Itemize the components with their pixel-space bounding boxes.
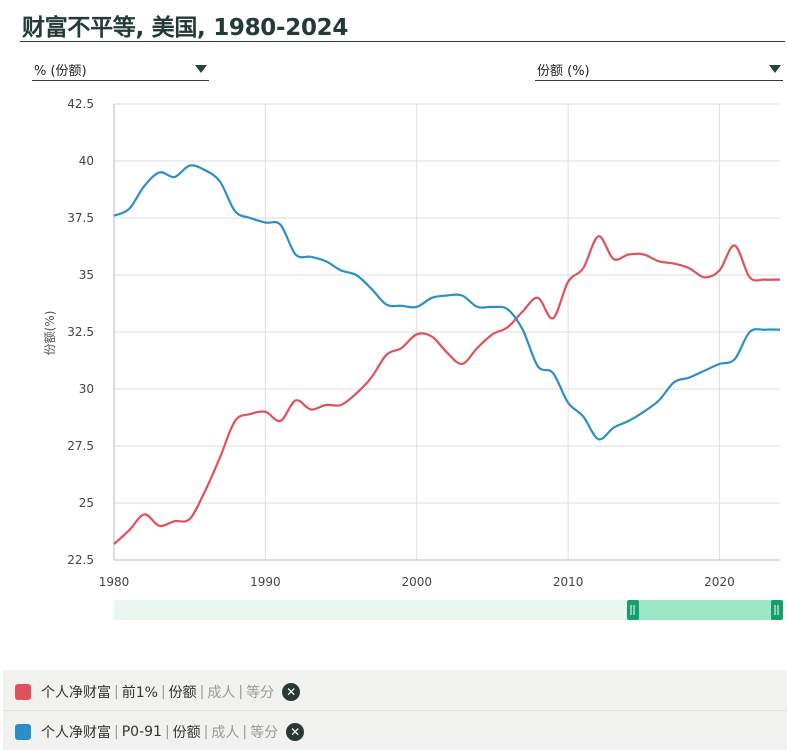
chart-series bbox=[113, 164, 781, 545]
y-axis-label: 份额(%) bbox=[43, 311, 57, 356]
close-icon[interactable]: ✕ bbox=[282, 683, 301, 701]
range-slider-right-handle[interactable] bbox=[771, 600, 783, 620]
x-tick-label: 1990 bbox=[250, 575, 281, 589]
x-tick-label: 1980 bbox=[99, 575, 130, 589]
y-tick-label: 30 bbox=[79, 382, 94, 396]
y-tick-label: 32.5 bbox=[67, 325, 94, 339]
title-divider bbox=[20, 41, 785, 42]
y-tick-label: 42.5 bbox=[67, 97, 94, 111]
legend-part: 成人 bbox=[211, 725, 240, 741]
legend-part: P0-91 bbox=[121, 724, 162, 740]
measure-dropdown-value: 份额 (%) bbox=[537, 64, 590, 79]
page-title: 财富不平等, 美国, 1980-2024 bbox=[22, 15, 349, 41]
legend-part: 个人净财富 bbox=[41, 685, 111, 701]
line-chart: 22.5 25 27.5 30 32.5 35 37.5 40 42.5 1980 1990 200… bbox=[43, 97, 783, 620]
y-tick-label: 40 bbox=[79, 154, 94, 168]
legend-divider bbox=[3, 710, 787, 711]
chart-grid bbox=[113, 103, 780, 561]
y-tick-label: 25 bbox=[79, 496, 94, 510]
y-tick-label: 27.5 bbox=[67, 439, 94, 453]
legend-part: 份额 bbox=[168, 685, 197, 701]
y-tick-label: 35 bbox=[79, 268, 94, 282]
series-line-top1[interactable] bbox=[113, 235, 781, 545]
range-slider-selection[interactable] bbox=[633, 600, 777, 620]
range-slider[interactable] bbox=[114, 600, 783, 620]
range-slider-track[interactable] bbox=[114, 600, 780, 620]
x-tick-label: 2010 bbox=[553, 575, 584, 589]
legend-swatch-red bbox=[15, 684, 31, 700]
x-tick-label: 2000 bbox=[401, 575, 432, 589]
legend-part: 前1% bbox=[121, 685, 158, 701]
range-slider-left-handle[interactable] bbox=[627, 600, 639, 620]
legend-item-p091[interactable]: 个人净财富 | P0-91 | 份额 | 成人 | 等分 ✕ bbox=[15, 720, 305, 744]
unit-dropdown-value: % (份额) bbox=[34, 64, 87, 79]
y-axis: 22.5 25 27.5 30 32.5 35 37.5 40 42.5 bbox=[67, 97, 94, 567]
chevron-down-icon bbox=[769, 65, 781, 73]
legend-part: 份额 bbox=[172, 725, 201, 741]
legend-part: 等分 bbox=[246, 685, 275, 701]
legend-part: 个人净财富 bbox=[41, 725, 111, 741]
x-axis: 1980 1990 2000 2010 2020 bbox=[99, 575, 735, 589]
series-line-p091[interactable] bbox=[113, 164, 781, 441]
legend-part: 成人 bbox=[207, 685, 236, 701]
y-tick-label: 22.5 bbox=[67, 553, 94, 567]
legend-item-top1[interactable]: 个人净财富 | 前1% | 份额 | 成人 | 等分 ✕ bbox=[15, 680, 301, 704]
legend-swatch-blue bbox=[15, 724, 31, 740]
chevron-down-icon bbox=[195, 65, 207, 73]
x-tick-label: 2020 bbox=[704, 575, 735, 589]
measure-dropdown[interactable]: 份额 (%) bbox=[535, 58, 783, 81]
close-icon[interactable]: ✕ bbox=[286, 723, 305, 741]
legend: 个人净财富 | 前1% | 份额 | 成人 | 等分 ✕ 个人净财富 | P0-… bbox=[3, 670, 787, 750]
unit-dropdown[interactable]: % (份额) bbox=[32, 58, 209, 81]
y-tick-label: 37.5 bbox=[67, 211, 94, 225]
legend-part: 等分 bbox=[250, 725, 279, 741]
